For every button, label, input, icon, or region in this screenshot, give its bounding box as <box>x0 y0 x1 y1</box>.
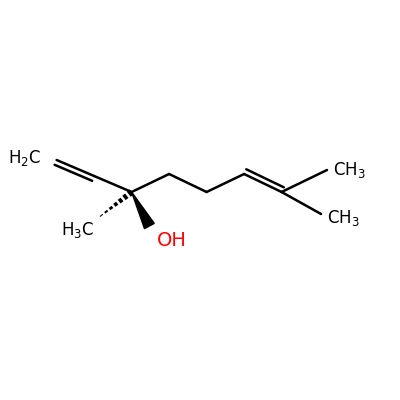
Text: H$_3$C: H$_3$C <box>60 220 94 240</box>
Text: H$_2$C: H$_2$C <box>8 148 41 168</box>
Text: CH$_3$: CH$_3$ <box>333 160 366 180</box>
Text: OH: OH <box>157 230 187 250</box>
Polygon shape <box>132 192 154 229</box>
Text: CH$_3$: CH$_3$ <box>327 208 360 228</box>
